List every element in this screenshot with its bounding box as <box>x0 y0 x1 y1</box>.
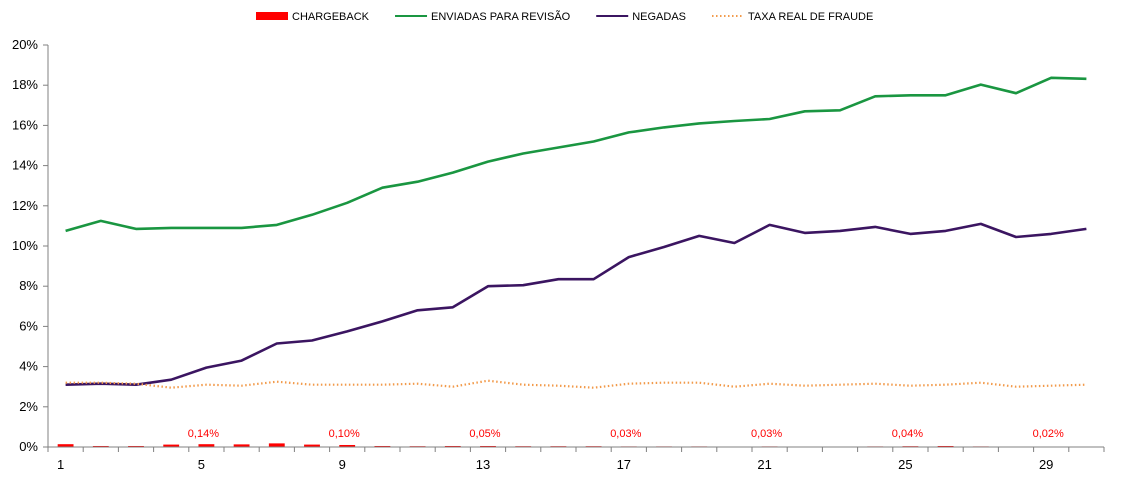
x-tick-label: 29 <box>1039 457 1053 472</box>
legend-item: NEGADAS <box>596 11 686 23</box>
chargeback-bar <box>92 445 109 447</box>
chargeback-bar <box>128 445 144 447</box>
plot-area: 0% 2% 4% 6% 8% 10% 12% 14% 16% 18% 20% 1 5 9 13 17 21 25 2… <box>12 37 1105 472</box>
chargeback-data-label: 0,04% <box>892 428 923 440</box>
x-tick-label: 5 <box>198 457 205 472</box>
legend-label: ENVIADAS PARA REVISÃO <box>431 10 571 23</box>
chargeback-data-label: 0,14% <box>188 428 219 440</box>
chargeback-bar <box>444 445 461 447</box>
x-tick-label: 9 <box>339 457 346 472</box>
x-tick-label: 13 <box>476 457 490 472</box>
legend-label: TAXA REAL DE FRAUDE <box>748 11 873 23</box>
legend-label: NEGADAS <box>632 11 686 23</box>
axes: 0% 2% 4% 6% 8% 10% 12% 14% 16% 18% 20% 1 5 9 13 17 21 25 2… <box>12 37 1105 472</box>
series-lines <box>65 76 1087 389</box>
data-labels: 0,14% 0,10% 0,05% 0,03% 0,03% 0,04% 0,02% <box>188 428 1064 440</box>
chargeback-data-label: 0,05% <box>469 428 500 440</box>
y-tick-label: 12% <box>12 198 38 213</box>
y-tick-label: 16% <box>12 117 38 132</box>
legend: CHARGEBACK ENVIADAS PARA REVISÃO NEGADAS TA… <box>256 10 873 23</box>
y-tick-label: 6% <box>19 318 38 333</box>
chargeback-bar <box>268 443 285 447</box>
chargeback-bar <box>198 444 215 447</box>
legend-swatch <box>256 12 288 20</box>
legend-item: TAXA REAL DE FRAUDE <box>712 11 873 23</box>
negadas-line <box>65 222 1087 387</box>
y-tick-label: 10% <box>12 238 38 253</box>
x-tick-label: 17 <box>617 457 631 472</box>
enviadas-para-revisao-line <box>65 76 1087 233</box>
y-tick-label: 4% <box>19 359 38 374</box>
legend-item: ENVIADAS PARA REVISÃO <box>395 10 571 23</box>
y-tick-label: 20% <box>12 37 38 52</box>
chargeback-data-label: 0,10% <box>329 428 360 440</box>
chargeback-bar <box>233 444 250 447</box>
y-tick-label: 18% <box>12 77 38 92</box>
chargeback-data-label: 0,02% <box>1033 428 1064 440</box>
x-tick-label: 1 <box>57 457 64 472</box>
chargeback-bar <box>339 444 356 447</box>
legend-label: CHARGEBACK <box>292 11 370 23</box>
y-tick-label: 14% <box>12 158 38 173</box>
x-tick-label: 21 <box>757 457 771 472</box>
chargeback-bar <box>937 445 954 447</box>
chargeback-bar <box>374 445 391 447</box>
chargeback-data-label: 0,03% <box>610 428 641 440</box>
chargeback-bar <box>304 444 320 447</box>
taxa-real-de-fraude-line <box>65 379 1087 389</box>
y-tick-label: 2% <box>19 399 38 414</box>
legend-item: CHARGEBACK <box>256 11 370 23</box>
x-tick-label: 25 <box>898 457 912 472</box>
y-tick-label: 0% <box>19 439 38 454</box>
chargeback-data-label: 0,03% <box>751 428 782 440</box>
chargeback-bar <box>480 445 496 447</box>
y-tick-label: 8% <box>19 278 38 293</box>
chargeback-bar <box>57 444 74 447</box>
chargeback-bar <box>163 444 180 447</box>
